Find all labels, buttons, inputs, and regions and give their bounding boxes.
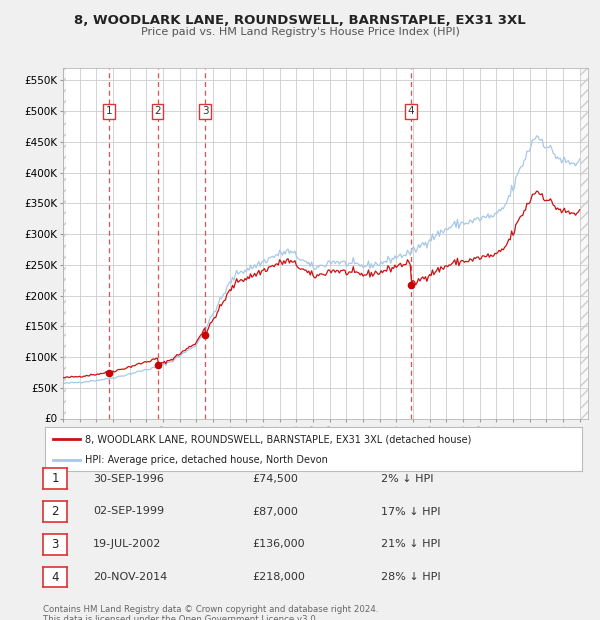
Text: 19-JUL-2002: 19-JUL-2002 (93, 539, 161, 549)
Text: £218,000: £218,000 (252, 572, 305, 582)
FancyBboxPatch shape (580, 68, 588, 418)
Text: Contains HM Land Registry data © Crown copyright and database right 2024.
This d: Contains HM Land Registry data © Crown c… (43, 604, 379, 620)
Text: 8, WOODLARK LANE, ROUNDSWELL, BARNSTAPLE, EX31 3XL: 8, WOODLARK LANE, ROUNDSWELL, BARNSTAPLE… (74, 14, 526, 27)
Text: 17% ↓ HPI: 17% ↓ HPI (381, 507, 440, 516)
Text: 2: 2 (52, 505, 59, 518)
Text: 8, WOODLARK LANE, ROUNDSWELL, BARNSTAPLE, EX31 3XL (detached house): 8, WOODLARK LANE, ROUNDSWELL, BARNSTAPLE… (85, 434, 472, 444)
Text: 02-SEP-1999: 02-SEP-1999 (93, 507, 164, 516)
Text: 21% ↓ HPI: 21% ↓ HPI (381, 539, 440, 549)
Text: £136,000: £136,000 (252, 539, 305, 549)
Text: Price paid vs. HM Land Registry's House Price Index (HPI): Price paid vs. HM Land Registry's House … (140, 27, 460, 37)
Text: 4: 4 (52, 571, 59, 583)
Bar (63, 68, 67, 418)
Text: 20-NOV-2014: 20-NOV-2014 (93, 572, 167, 582)
Text: £87,000: £87,000 (252, 507, 298, 516)
Text: 28% ↓ HPI: 28% ↓ HPI (381, 572, 440, 582)
Text: £74,500: £74,500 (252, 474, 298, 484)
Text: 1: 1 (52, 472, 59, 485)
Bar (580, 68, 588, 418)
Text: 30-SEP-1996: 30-SEP-1996 (93, 474, 164, 484)
Text: 1: 1 (106, 106, 112, 116)
Text: 2% ↓ HPI: 2% ↓ HPI (381, 474, 433, 484)
Text: 2: 2 (154, 106, 161, 116)
Text: 3: 3 (52, 538, 59, 551)
Text: 3: 3 (202, 106, 209, 116)
Text: 4: 4 (408, 106, 415, 116)
FancyBboxPatch shape (63, 68, 67, 418)
Text: HPI: Average price, detached house, North Devon: HPI: Average price, detached house, Nort… (85, 455, 328, 465)
